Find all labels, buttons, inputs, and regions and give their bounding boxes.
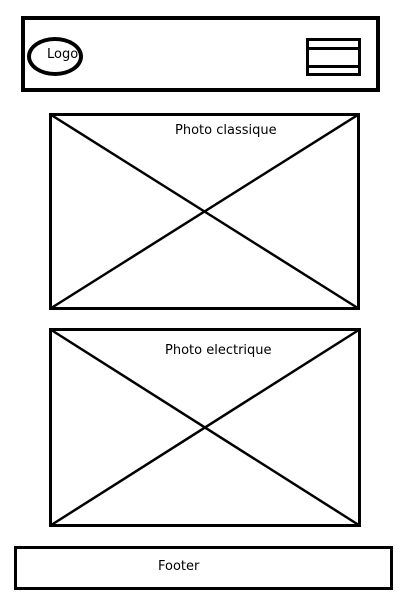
photo-electrique-placeholder: [49, 328, 361, 527]
logo-text: Logo: [47, 47, 79, 62]
footer: [14, 546, 393, 590]
menu-icon-line-top: [308, 47, 361, 50]
image-placeholder-icon: [49, 113, 360, 310]
photo-electrique-label: Photo electrique: [165, 343, 272, 358]
footer-label: Footer: [158, 559, 200, 574]
menu-icon-frame: [306, 38, 361, 76]
photo-classique-placeholder: [49, 113, 360, 310]
photo-classique-label: Photo classique: [175, 123, 277, 138]
menu-icon-line-bottom: [308, 65, 361, 68]
logo[interactable]: [27, 37, 83, 76]
image-placeholder-icon: [49, 328, 361, 527]
header: [21, 16, 380, 92]
